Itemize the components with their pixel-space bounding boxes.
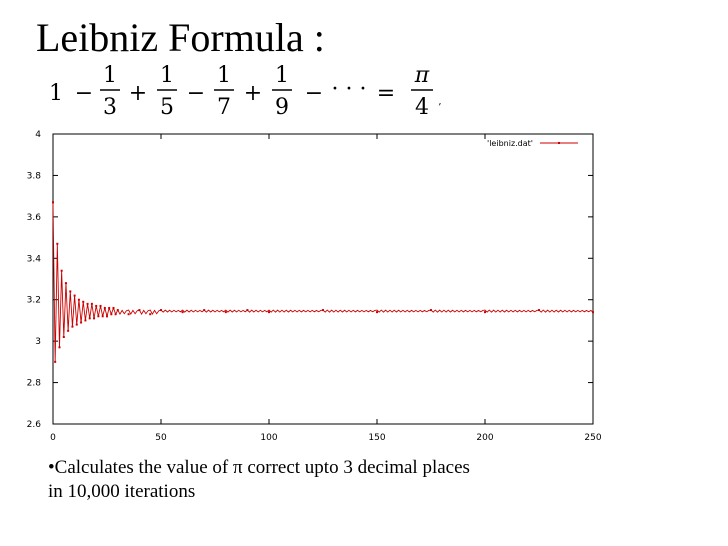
y-tick-label: 3 (35, 337, 41, 347)
y-tick-label: 3.4 (27, 254, 42, 264)
y-tick-label: 3.6 (27, 213, 42, 223)
formula-tail: , (438, 96, 441, 107)
series-point (67, 329, 70, 332)
formula-result-numerator: π (414, 63, 430, 88)
y-tick-label: 4 (35, 130, 41, 140)
series-point (52, 201, 54, 204)
formula-equals: = (377, 81, 395, 106)
series-point (84, 319, 87, 322)
formula-numerator: 1 (103, 63, 117, 88)
series-point (88, 317, 91, 320)
x-tick-label: 50 (155, 433, 167, 443)
series-point (322, 309, 324, 312)
series-point (376, 311, 378, 314)
series-point (203, 309, 206, 312)
series-point (86, 302, 89, 305)
y-tick-label: 3.2 (27, 296, 41, 306)
formula-numerator: 1 (217, 63, 231, 88)
y-tick-label: 2.6 (27, 420, 42, 430)
formula-numerator: 1 (275, 63, 289, 88)
series-point (103, 307, 106, 309)
series-point (116, 309, 119, 312)
leibniz-formula: 1 − 1 3 + 1 5 − 1 7 + 1 9 − · · · = π 4 … (49, 63, 442, 120)
series-point (160, 309, 162, 312)
series-point (97, 315, 100, 318)
formula-sign: + (244, 81, 262, 106)
series-point (592, 311, 594, 314)
series-point (138, 309, 141, 312)
formula-sign: − (305, 81, 323, 106)
series-point (80, 321, 83, 324)
series-point (149, 313, 152, 316)
series-point (114, 313, 117, 316)
formula-sign: + (129, 81, 147, 106)
series-point (268, 311, 270, 314)
slide-title: Leibniz Formula : (36, 15, 325, 60)
formula-denominator: 3 (103, 95, 117, 120)
series-line (52, 202, 594, 362)
series-point (75, 323, 78, 326)
caption-line-1: •Calculates the value of π correct upto … (48, 457, 470, 478)
series-point (90, 302, 93, 305)
caption-line-2: in 10,000 iterations (48, 481, 196, 502)
series-point (77, 298, 80, 301)
x-tick-label: 200 (476, 433, 493, 443)
legend-label: 'leibniz.dat' (487, 139, 533, 148)
series-point (69, 290, 72, 293)
series-point (484, 311, 486, 314)
formula-denominator: 7 (217, 95, 231, 120)
series-point (246, 309, 249, 312)
series-point (56, 242, 59, 245)
series-point (73, 294, 76, 297)
plot-frame (52, 133, 594, 425)
series-point (64, 282, 67, 285)
series-point (99, 304, 102, 307)
series-point (62, 336, 65, 338)
formula-numerator: 1 (160, 63, 174, 88)
formula-denominator: 5 (160, 95, 174, 120)
formula-sign: − (75, 81, 93, 106)
formula-result-denominator: 4 (415, 95, 429, 120)
formula-sign: − (187, 81, 205, 106)
series-point (538, 309, 540, 312)
y-tick-label: 2.8 (27, 379, 42, 389)
series-point (60, 269, 63, 272)
formula-term-1: 1 (49, 81, 63, 106)
series-point (54, 360, 57, 363)
series-point (106, 315, 108, 318)
series-point (82, 300, 85, 303)
series-point (101, 315, 104, 318)
series-point (430, 309, 432, 312)
x-tick-label: 100 (260, 433, 277, 443)
y-tick-label: 3.8 (27, 171, 42, 181)
formula-denominator: 9 (275, 95, 289, 120)
legend-marker (558, 142, 560, 144)
series-point (224, 311, 227, 314)
series-point (127, 313, 130, 316)
series-point (93, 317, 96, 320)
series-point (108, 307, 111, 309)
slide-caption: •Calculates the value of π correct upto … (48, 456, 648, 504)
series-point (71, 325, 74, 328)
formula-ellipsis: · · · (332, 77, 367, 102)
series-point (181, 311, 184, 314)
leibniz-chart: 2.6 2.8 3 3.2 3.4 3.6 3.8 4 0 50 100 150 200 250 'lei… (27, 130, 602, 443)
x-tick-label: 0 (50, 433, 56, 443)
x-tick-label: 250 (584, 433, 601, 443)
x-tick-label: 150 (368, 433, 385, 443)
series-point (112, 307, 115, 309)
series-point (58, 346, 61, 349)
series-point (95, 304, 98, 307)
series-point (110, 313, 113, 316)
